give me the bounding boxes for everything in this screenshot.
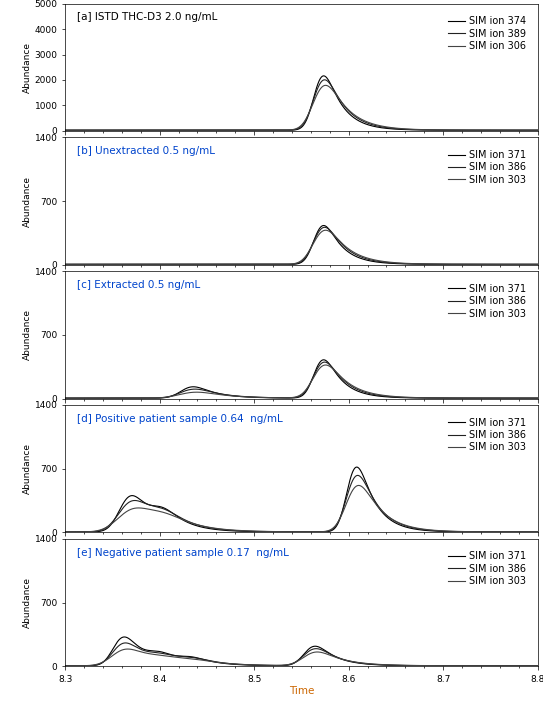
Text: [a] ISTD THC-D3 2.0 ng/mL: [a] ISTD THC-D3 2.0 ng/mL xyxy=(77,13,217,23)
Y-axis label: Abundance: Abundance xyxy=(23,309,32,360)
Legend: SIM ion 371, SIM ion 386, SIM ion 303: SIM ion 371, SIM ion 386, SIM ion 303 xyxy=(444,548,531,590)
Legend: SIM ion 371, SIM ion 386, SIM ion 303: SIM ion 371, SIM ion 386, SIM ion 303 xyxy=(444,146,531,189)
Y-axis label: Abundance: Abundance xyxy=(23,176,32,226)
Text: [d] Positive patient sample 0.64  ng/mL: [d] Positive patient sample 0.64 ng/mL xyxy=(77,414,283,424)
Y-axis label: Abundance: Abundance xyxy=(23,443,32,494)
Legend: SIM ion 374, SIM ion 389, SIM ion 306: SIM ion 374, SIM ion 389, SIM ion 306 xyxy=(444,12,531,55)
Legend: SIM ion 371, SIM ion 386, SIM ion 303: SIM ion 371, SIM ion 386, SIM ion 303 xyxy=(444,280,531,322)
Y-axis label: Abundance: Abundance xyxy=(23,42,31,93)
X-axis label: Time: Time xyxy=(289,686,314,696)
Legend: SIM ion 371, SIM ion 386, SIM ion 303: SIM ion 371, SIM ion 386, SIM ion 303 xyxy=(444,414,531,456)
Text: [c] Extracted 0.5 ng/mL: [c] Extracted 0.5 ng/mL xyxy=(77,280,200,290)
Text: [e] Negative patient sample 0.17  ng/mL: [e] Negative patient sample 0.17 ng/mL xyxy=(77,548,289,558)
Text: [b] Unextracted 0.5 ng/mL: [b] Unextracted 0.5 ng/mL xyxy=(77,146,215,157)
Y-axis label: Abundance: Abundance xyxy=(23,577,32,628)
